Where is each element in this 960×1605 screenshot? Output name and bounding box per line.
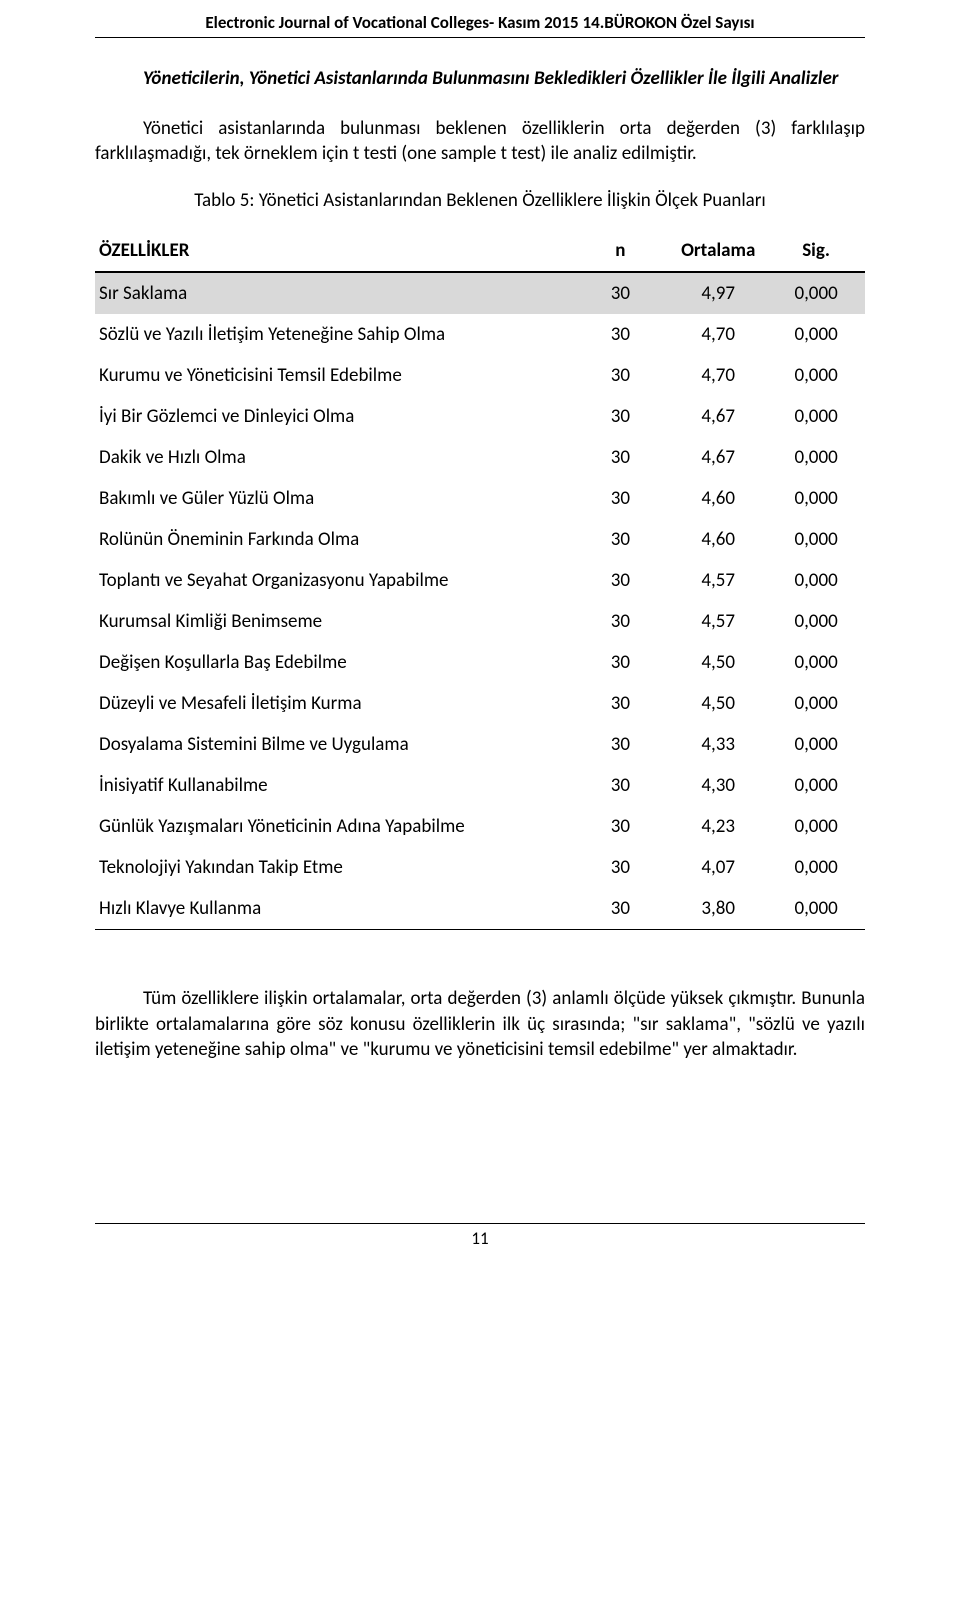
table-row: İyi Bir Gözlemci ve Dinleyici Olma 30 4,… xyxy=(95,396,865,437)
table-row: Sözlü ve Yazılı İletişim Yeteneğine Sahi… xyxy=(95,314,865,355)
cell-sig: 0,000 xyxy=(767,519,865,560)
cell-n: 30 xyxy=(572,272,670,314)
cell-n: 30 xyxy=(572,560,670,601)
cell-n: 30 xyxy=(572,519,670,560)
cell-attr: Kurumsal Kimliği Benimseme xyxy=(95,601,572,642)
cell-mean: 4,33 xyxy=(669,724,767,765)
table-row: Bakımlı ve Güler Yüzlü Olma 30 4,60 0,00… xyxy=(95,478,865,519)
cell-mean: 4,50 xyxy=(669,683,767,724)
table-header-row: ÖZELLİKLER n Ortalama Sig. xyxy=(95,230,865,272)
cell-attr: Kurumu ve Yöneticisini Temsil Edebilme xyxy=(95,355,572,396)
header-rule xyxy=(95,37,865,38)
cell-attr: Dakik ve Hızlı Olma xyxy=(95,437,572,478)
table-row: Günlük Yazışmaları Yöneticinin Adına Yap… xyxy=(95,806,865,847)
table-row: Sır Saklama 30 4,97 0,000 xyxy=(95,272,865,314)
cell-mean: 3,80 xyxy=(669,888,767,930)
cell-n: 30 xyxy=(572,437,670,478)
cell-mean: 4,57 xyxy=(669,601,767,642)
cell-attr: Değişen Koşullarla Baş Edebilme xyxy=(95,642,572,683)
table-row: Teknolojiyi Yakından Takip Etme 30 4,07 … xyxy=(95,847,865,888)
col-header-ozellikler: ÖZELLİKLER xyxy=(95,230,572,272)
table-row: İnisiyatif Kullanabilme 30 4,30 0,000 xyxy=(95,765,865,806)
cell-n: 30 xyxy=(572,642,670,683)
cell-mean: 4,60 xyxy=(669,478,767,519)
cell-n: 30 xyxy=(572,478,670,519)
cell-mean: 4,07 xyxy=(669,847,767,888)
col-header-ortalama: Ortalama xyxy=(669,230,767,272)
section-heading: Yöneticilerin, Yönetici Asistanlarında B… xyxy=(95,66,865,92)
cell-mean: 4,23 xyxy=(669,806,767,847)
cell-n: 30 xyxy=(572,888,670,930)
cell-sig: 0,000 xyxy=(767,888,865,930)
cell-attr: Toplantı ve Seyahat Organizasyonu Yapabi… xyxy=(95,560,572,601)
cell-n: 30 xyxy=(572,847,670,888)
cell-sig: 0,000 xyxy=(767,806,865,847)
cell-sig: 0,000 xyxy=(767,847,865,888)
cell-mean: 4,70 xyxy=(669,355,767,396)
running-head: Electronic Journal of Vocational College… xyxy=(95,0,865,37)
cell-n: 30 xyxy=(572,683,670,724)
footer-rule xyxy=(95,1223,865,1224)
cell-mean: 4,67 xyxy=(669,437,767,478)
cell-mean: 4,50 xyxy=(669,642,767,683)
cell-mean: 4,57 xyxy=(669,560,767,601)
page-container: Electronic Journal of Vocational College… xyxy=(0,0,960,1289)
scale-scores-table: ÖZELLİKLER n Ortalama Sig. Sır Saklama 3… xyxy=(95,230,865,930)
cell-sig: 0,000 xyxy=(767,560,865,601)
cell-mean: 4,30 xyxy=(669,765,767,806)
cell-n: 30 xyxy=(572,765,670,806)
cell-attr: Sözlü ve Yazılı İletişim Yeteneğine Sahi… xyxy=(95,314,572,355)
table-row: Dosyalama Sistemini Bilme ve Uygulama 30… xyxy=(95,724,865,765)
cell-sig: 0,000 xyxy=(767,355,865,396)
cell-attr: Günlük Yazışmaları Yöneticinin Adına Yap… xyxy=(95,806,572,847)
table-body: Sır Saklama 30 4,97 0,000 Sözlü ve Yazıl… xyxy=(95,272,865,930)
cell-n: 30 xyxy=(572,314,670,355)
cell-sig: 0,000 xyxy=(767,683,865,724)
col-header-sig: Sig. xyxy=(767,230,865,272)
intro-paragraph: Yönetici asistanlarında bulunması beklen… xyxy=(95,116,865,167)
table-row: Değişen Koşullarla Baş Edebilme 30 4,50 … xyxy=(95,642,865,683)
cell-mean: 4,67 xyxy=(669,396,767,437)
cell-sig: 0,000 xyxy=(767,601,865,642)
cell-sig: 0,000 xyxy=(767,272,865,314)
cell-attr: Sır Saklama xyxy=(95,272,572,314)
cell-attr: İnisiyatif Kullanabilme xyxy=(95,765,572,806)
conclusion-paragraph: Tüm özelliklere ilişkin ortalamalar, ort… xyxy=(95,986,865,1063)
cell-sig: 0,000 xyxy=(767,765,865,806)
cell-n: 30 xyxy=(572,601,670,642)
cell-attr: Rolünün Öneminin Farkında Olma xyxy=(95,519,572,560)
page-number: 11 xyxy=(95,1228,865,1249)
cell-n: 30 xyxy=(572,724,670,765)
table-row: Kurumsal Kimliği Benimseme 30 4,57 0,000 xyxy=(95,601,865,642)
cell-attr: Dosyalama Sistemini Bilme ve Uygulama xyxy=(95,724,572,765)
cell-attr: Teknolojiyi Yakından Takip Etme xyxy=(95,847,572,888)
table-row: Hızlı Klavye Kullanma 30 3,80 0,000 xyxy=(95,888,865,930)
cell-mean: 4,70 xyxy=(669,314,767,355)
cell-sig: 0,000 xyxy=(767,396,865,437)
cell-sig: 0,000 xyxy=(767,724,865,765)
cell-sig: 0,000 xyxy=(767,478,865,519)
table-row: Dakik ve Hızlı Olma 30 4,67 0,000 xyxy=(95,437,865,478)
cell-sig: 0,000 xyxy=(767,314,865,355)
col-header-n: n xyxy=(572,230,670,272)
table-row: Düzeyli ve Mesafeli İletişim Kurma 30 4,… xyxy=(95,683,865,724)
cell-n: 30 xyxy=(572,396,670,437)
cell-n: 30 xyxy=(572,806,670,847)
page-footer: 11 xyxy=(95,1223,865,1249)
cell-mean: 4,97 xyxy=(669,272,767,314)
cell-sig: 0,000 xyxy=(767,437,865,478)
cell-attr: Düzeyli ve Mesafeli İletişim Kurma xyxy=(95,683,572,724)
table-row: Kurumu ve Yöneticisini Temsil Edebilme 3… xyxy=(95,355,865,396)
cell-attr: Bakımlı ve Güler Yüzlü Olma xyxy=(95,478,572,519)
table-row: Rolünün Öneminin Farkında Olma 30 4,60 0… xyxy=(95,519,865,560)
cell-attr: İyi Bir Gözlemci ve Dinleyici Olma xyxy=(95,396,572,437)
cell-sig: 0,000 xyxy=(767,642,865,683)
cell-n: 30 xyxy=(572,355,670,396)
table-row: Toplantı ve Seyahat Organizasyonu Yapabi… xyxy=(95,560,865,601)
table-caption: Tablo 5: Yönetici Asistanlarından Beklen… xyxy=(95,189,865,212)
cell-mean: 4,60 xyxy=(669,519,767,560)
cell-attr: Hızlı Klavye Kullanma xyxy=(95,888,572,930)
